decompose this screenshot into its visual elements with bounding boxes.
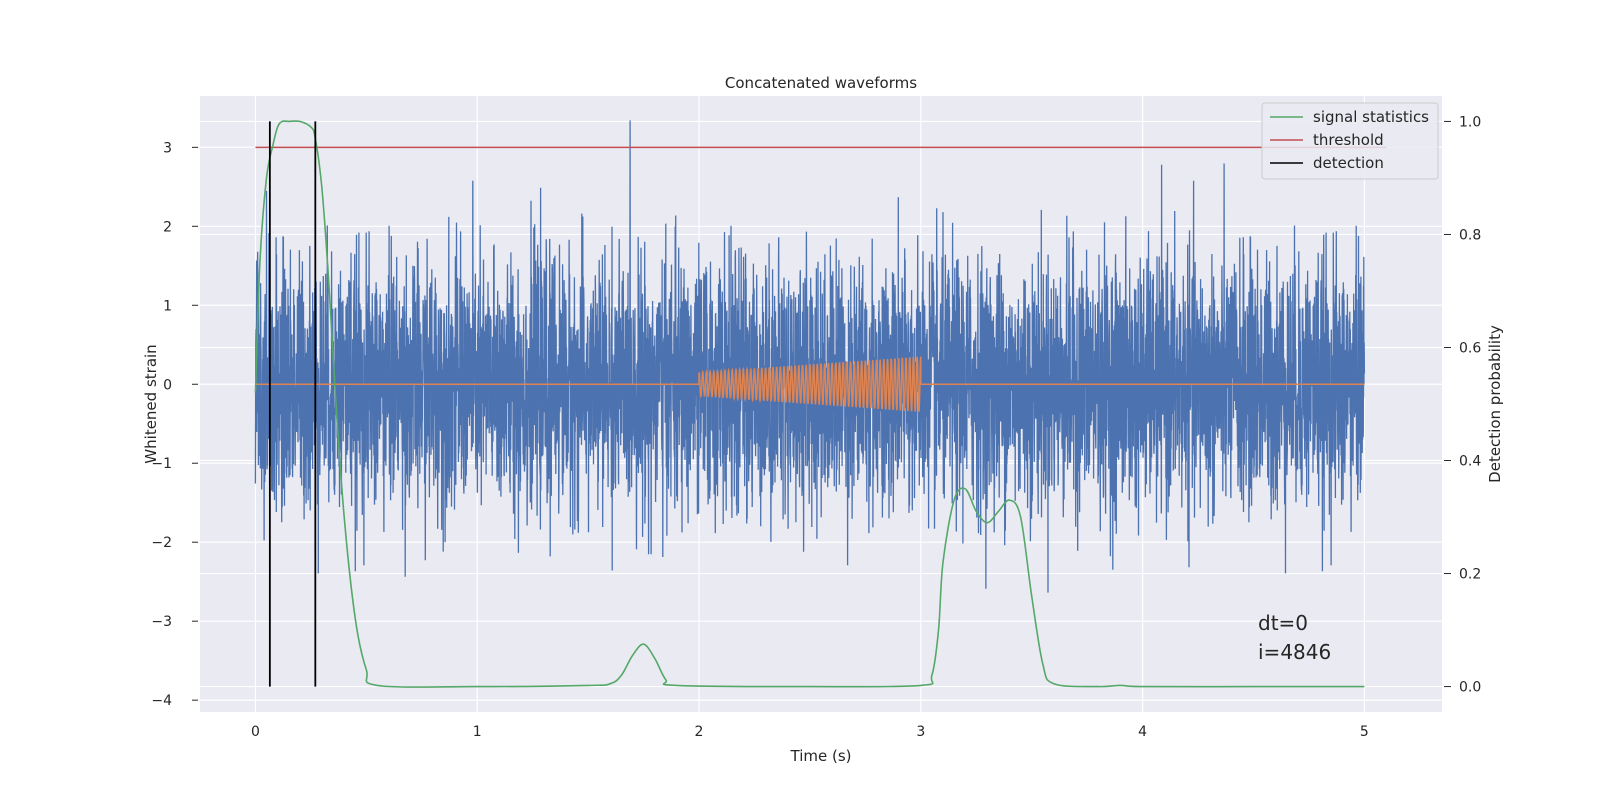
y-left-tick-label: −3 [151,614,172,630]
chart-legend: signal statistics threshold detection [1261,102,1439,180]
x-axis-label: Time (s) [790,747,852,765]
legend-box [1261,102,1439,180]
y-left-tick-label: −2 [151,535,172,551]
y-left-axis-ticks: 3 2 1 0 −1 −2 −3 −4 [151,140,198,709]
legend-label-threshold: threshold [1313,131,1384,149]
series-line-whitened-strain [254,120,1366,593]
y-right-tick-label: 0.2 [1459,567,1481,583]
y-left-tick-label: −4 [151,693,172,709]
y-left-axis-label: Whitened strain [142,344,160,463]
y-left-tick-label: 3 [163,140,172,156]
detection-lines [268,121,317,687]
y-right-tick-label: 1.0 [1459,114,1481,130]
x-tick-label: 3 [916,724,925,740]
y-right-tick-label: 0.0 [1459,680,1481,696]
x-axis-ticks: 0 1 2 3 4 5 [251,724,1369,740]
annotation-index: i=4846 [1258,640,1331,664]
series-line-signal-statistics [254,120,1365,688]
x-tick-label: 2 [695,724,704,740]
y-right-axis-ticks: 1.0 0.8 0.6 0.4 0.2 0.0 [1444,114,1481,696]
annotation-dt: dt=0 [1258,611,1308,635]
legend-label-detection: detection [1313,154,1384,172]
y-right-tick-label: 0.4 [1459,454,1481,470]
y-right-axis-label: Detection probability [1486,325,1504,483]
y-left-tick-label: 2 [163,219,172,235]
y-left-tick-label: 1 [163,298,172,314]
x-tick-label: 1 [473,724,482,740]
x-tick-label: 5 [1360,724,1369,740]
chart-title: Concatenated waveforms [725,74,917,92]
y-right-tick-label: 0.8 [1459,227,1481,243]
legend-label-signal-statistics: signal statistics [1313,108,1429,126]
series-line-injected-signal [255,356,1365,412]
y-left-tick-label: 0 [163,377,172,393]
x-tick-label: 4 [1138,724,1147,740]
y-left-tick-label: −1 [151,456,172,472]
x-tick-label: 0 [251,724,260,740]
y-right-tick-label: 0.6 [1459,340,1481,356]
